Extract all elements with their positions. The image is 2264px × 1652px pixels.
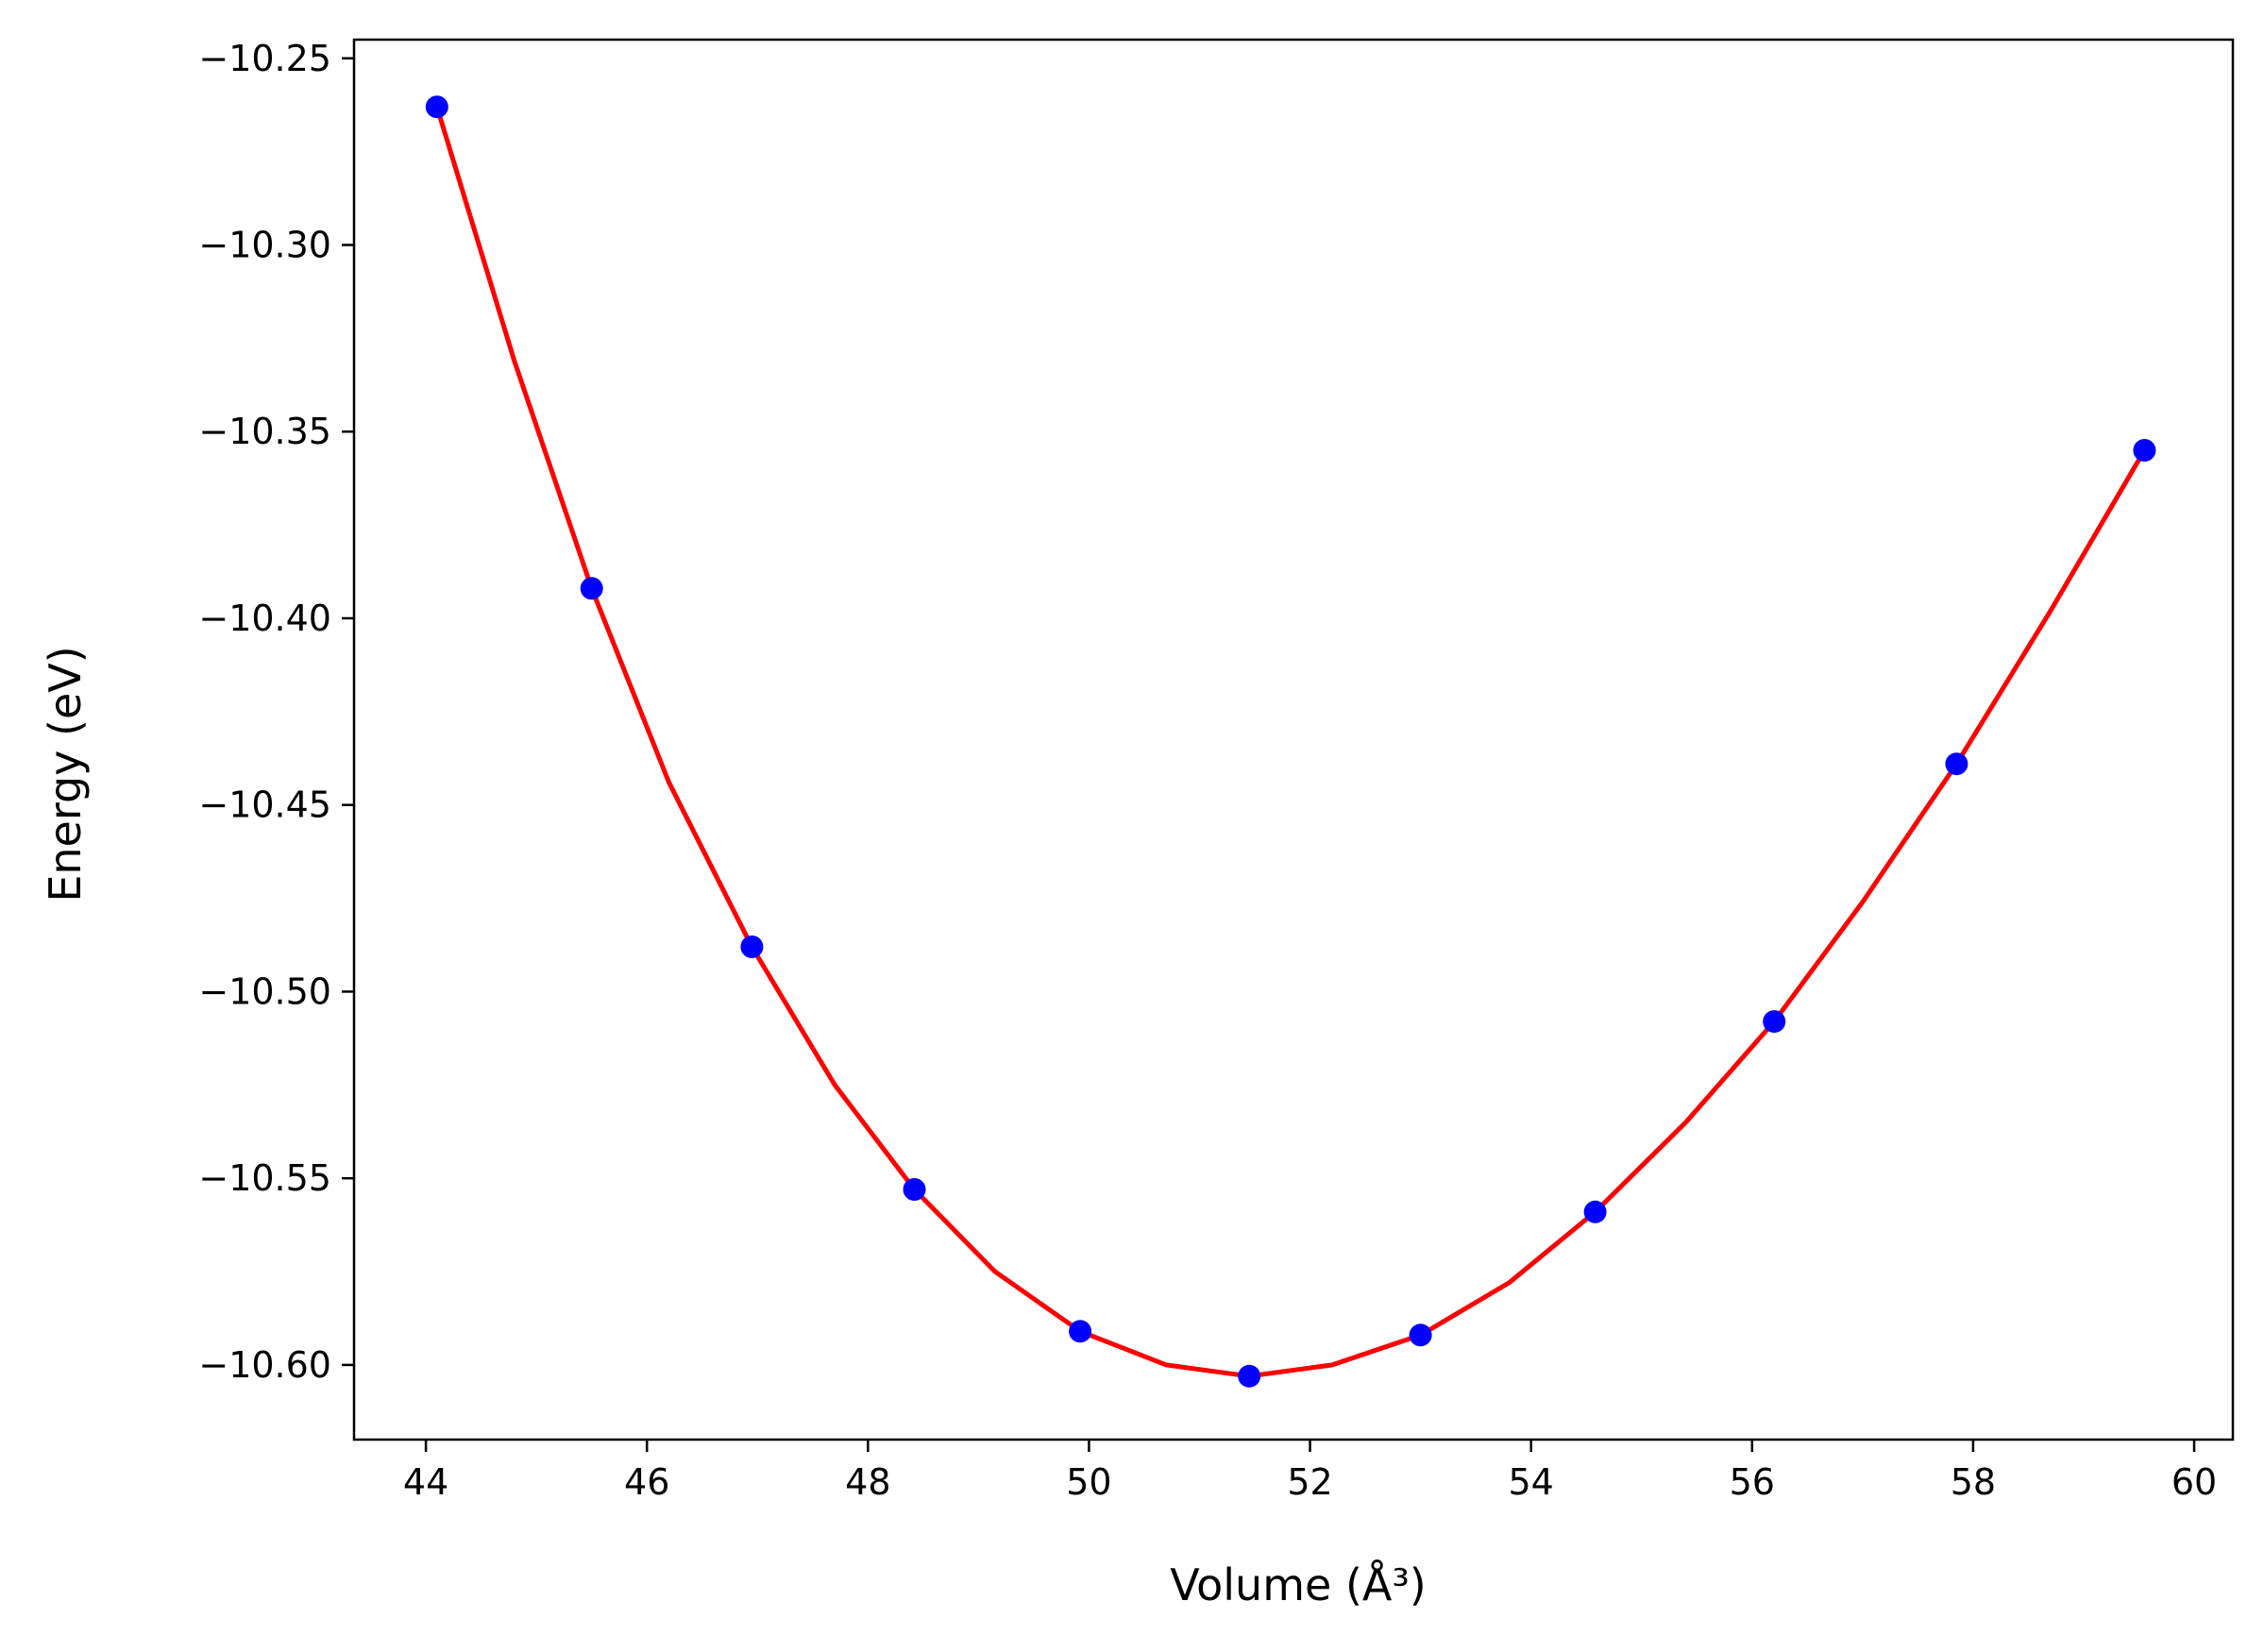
data-point xyxy=(903,1178,926,1201)
y-tick-label: −10.35 xyxy=(198,411,331,452)
fit-curve-line xyxy=(434,106,2147,1379)
x-tick-label: 52 xyxy=(1287,1461,1332,1503)
x-axis-label: Volume (Å³) xyxy=(1170,1559,1427,1610)
y-tick-label: −10.30 xyxy=(198,225,331,266)
data-point xyxy=(1763,1010,1786,1034)
y-tick-label: −10.55 xyxy=(198,1157,331,1199)
data-point xyxy=(2133,439,2156,462)
y-tick-label: −10.60 xyxy=(198,1344,331,1386)
x-tick-label: 46 xyxy=(624,1461,669,1503)
plot-area xyxy=(425,95,2156,1388)
x-tick-label: 56 xyxy=(1730,1461,1775,1503)
axes: 44 46 48 50 52 54 56 58 60 −10.25 −10.30 −10.35 −10.… xyxy=(198,38,2235,1503)
data-point xyxy=(1238,1364,1261,1388)
y-tick-label: −10.25 xyxy=(198,38,331,79)
data-point xyxy=(1583,1200,1607,1223)
data-point xyxy=(1069,1320,1092,1343)
x-tick-label: 58 xyxy=(1951,1461,1996,1503)
y-tick-label: −10.40 xyxy=(198,598,331,639)
data-point xyxy=(425,95,448,119)
x-tick-label: 54 xyxy=(1508,1461,1553,1503)
x-tick-label: 60 xyxy=(2171,1461,2217,1503)
data-point xyxy=(580,577,603,600)
data-point xyxy=(1409,1323,1432,1347)
x-tick-label: 48 xyxy=(845,1461,890,1503)
x-tick-label: 50 xyxy=(1066,1461,1111,1503)
y-tick-label: −10.45 xyxy=(198,784,331,826)
data-point xyxy=(740,936,764,958)
data-point xyxy=(1945,752,1968,776)
plot-frame xyxy=(352,38,2235,1441)
y-tick-label: −10.50 xyxy=(198,970,331,1012)
x-tick-label: 44 xyxy=(403,1461,448,1503)
y-axis-label: Energy (eV) xyxy=(40,646,91,902)
